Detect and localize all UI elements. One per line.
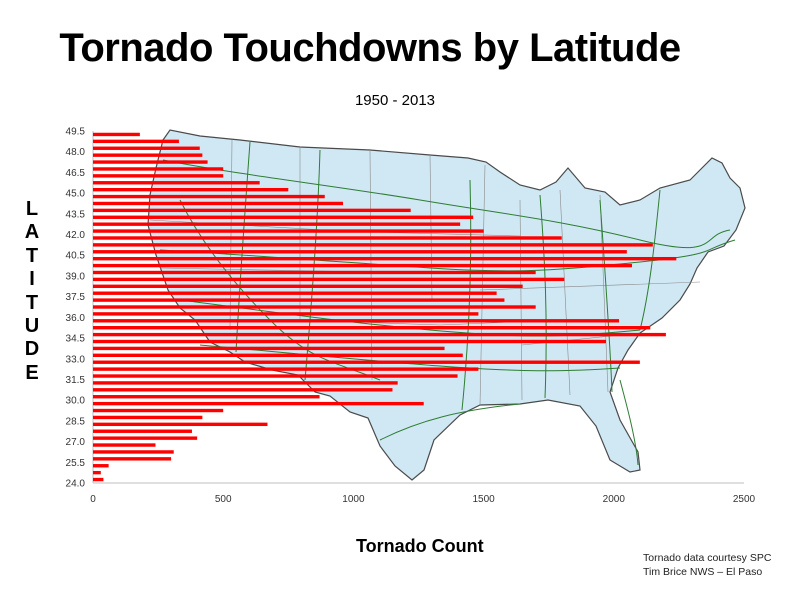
bar: [93, 139, 179, 144]
y-tick-label: 49.5: [66, 127, 86, 138]
bar: [93, 160, 208, 164]
bar: [93, 381, 398, 385]
y-tick-label: 27.0: [66, 437, 86, 448]
x-axis-label: Tornado Count: [356, 536, 484, 556]
bar: [93, 174, 224, 178]
bar: [93, 388, 393, 392]
bar: [93, 215, 474, 219]
bar-series: [93, 132, 677, 482]
bar: [93, 422, 268, 427]
y-axis-label-letter: I: [29, 268, 35, 291]
y-tick-label: 33.0: [66, 354, 86, 365]
bar: [93, 319, 620, 323]
bar: [93, 236, 562, 240]
bar: [93, 450, 174, 454]
y-axis-label-letter: E: [25, 361, 39, 384]
bar: [93, 208, 411, 213]
bar: [93, 277, 565, 282]
bar: [93, 415, 203, 420]
y-axis-label-letter: T: [25, 291, 39, 314]
bar: [93, 229, 484, 233]
y-tick-label: 28.5: [66, 416, 86, 427]
y-tick-label: 45.0: [66, 189, 86, 200]
bar: [93, 436, 198, 440]
bar: [93, 270, 536, 275]
bar: [93, 443, 156, 447]
x-tick-label: 1000: [342, 494, 365, 505]
tick-labels: 24.0 25.5 27.0 28.5 30.0 31.5 33.0 34.5 36.0 37.5…: [66, 127, 756, 506]
y-tick-label: 43.5: [66, 209, 86, 220]
x-tick-label: 2500: [733, 494, 756, 505]
bar: [93, 250, 627, 254]
bar: [93, 367, 479, 371]
bar: [93, 408, 224, 413]
bar: [93, 187, 289, 192]
y-tick-label: 40.5: [66, 251, 86, 262]
y-tick-label: 30.0: [66, 396, 86, 407]
y-tick-label: 37.5: [66, 292, 86, 303]
chart-title: Tornado Touchdowns by Latitude: [59, 26, 681, 70]
y-tick-label: 25.5: [66, 458, 86, 469]
bar: [93, 395, 320, 399]
bar: [93, 429, 192, 433]
bar: [93, 222, 461, 226]
y-tick-label: 48.0: [66, 147, 86, 158]
bar: [93, 201, 343, 206]
bar: [93, 181, 260, 185]
y-axis-label-letter: D: [24, 338, 40, 361]
bar: [93, 132, 140, 137]
x-tick-label: 500: [215, 494, 232, 505]
bar: [93, 298, 505, 302]
y-axis-label-letter: T: [25, 244, 39, 267]
bar: [93, 326, 651, 330]
bar: [93, 291, 497, 295]
bar: [93, 153, 203, 157]
bar: [93, 146, 200, 150]
bar: [93, 346, 445, 351]
y-tick-label: 36.0: [66, 313, 86, 324]
bar: [93, 464, 109, 468]
y-tick-label: 24.0: [66, 479, 86, 490]
y-tick-label: 31.5: [66, 375, 86, 386]
bar: [93, 243, 653, 247]
bar: [93, 256, 677, 261]
y-tick-label: 46.5: [66, 168, 86, 179]
credit-line: Tornado data courtesy SPC: [643, 552, 772, 564]
bar: [93, 194, 325, 199]
bar: [93, 167, 224, 171]
bar: [93, 470, 101, 475]
y-axis-label-letter: L: [25, 198, 39, 220]
bar: [93, 374, 458, 378]
x-tick-label: 1500: [472, 494, 495, 505]
bar: [93, 401, 424, 406]
y-tick-label: 39.0: [66, 271, 86, 282]
chart-subtitle: 1950 - 2013: [354, 92, 436, 109]
y-tick-label: 42.0: [66, 230, 86, 241]
credit-line: Tim Brice NWS – El Paso: [643, 566, 763, 578]
bar: [93, 312, 479, 316]
x-tick-label: 0: [90, 494, 96, 505]
bar: [93, 284, 523, 288]
bar: [93, 332, 666, 337]
bar: [93, 263, 633, 268]
x-tick-label: 2000: [603, 494, 626, 505]
y-tick-label: 34.5: [66, 334, 86, 345]
bar: [93, 477, 104, 482]
bar: [93, 457, 172, 461]
bar: [93, 339, 606, 344]
bar: [93, 360, 640, 364]
y-axis-label-letter: A: [24, 221, 40, 244]
bar: [93, 353, 463, 358]
y-axis-label-letter: U: [24, 314, 40, 337]
bar: [93, 305, 536, 309]
data-credits: Tornado data courtesy SPC Tim Brice NWS …: [643, 551, 771, 579]
